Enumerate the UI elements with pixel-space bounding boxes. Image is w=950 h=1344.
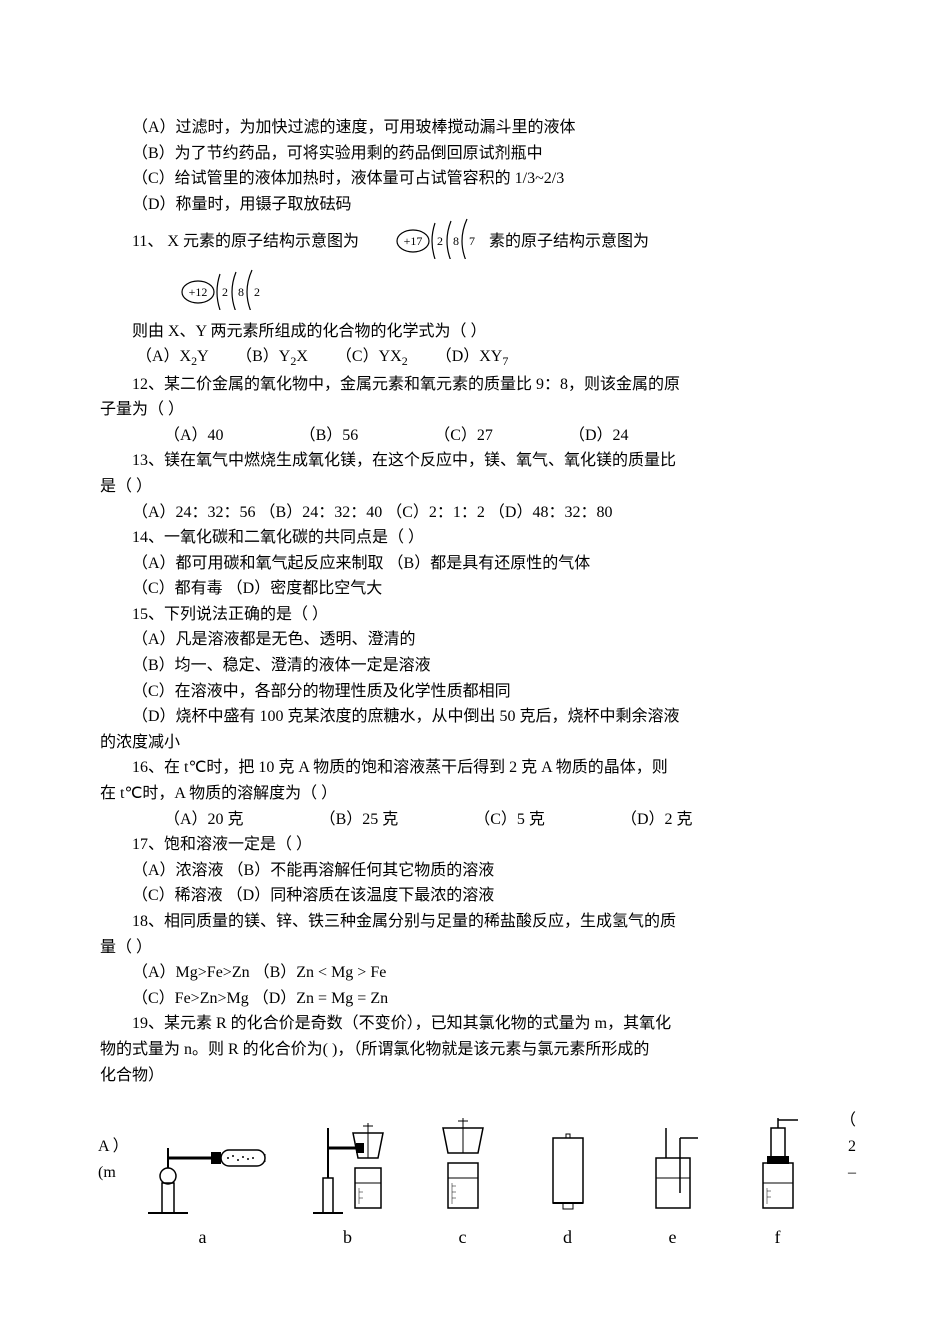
label-a: a <box>199 1223 207 1252</box>
question-11-options: （A）X2Y （B）Y2X （C）YX2 （D）XY7 <box>100 344 850 371</box>
trail-m: (m <box>98 1160 116 1186</box>
q11-opt-c: （C）YX2 <box>336 348 408 365</box>
apparatus-a: a <box>138 1128 268 1252</box>
label-f: f <box>775 1223 781 1252</box>
q18-opts-cd: （C）Fe>Zn>Mg （D）Zn = Mg = Zn <box>100 986 850 1012</box>
question-16-l1: 16、在 t℃时，把 10 克 A 物质的饱和溶液蒸干后得到 2 克 A 物质的… <box>100 755 850 781</box>
q16-opt-b: （B）25 克 <box>288 807 399 833</box>
q12-opt-c: （C）27 <box>402 423 493 449</box>
apparatus-d: d <box>533 1108 603 1252</box>
question-19-l1: 19、某元素 R 的化合价是奇数（不变价），已知其氯化物的式量为 m，其氧化 <box>100 1011 850 1037</box>
q11-text-part2: 素的原子结构示意图为 <box>489 233 649 250</box>
atom-diagram-x: +17 2 8 7 <box>363 217 485 268</box>
q15-opt-d-l2: 的浓度减小 <box>100 730 850 756</box>
question-18-l1: 18、相同质量的镁、锌、铁三种金属分别与足量的稀盐酸反应，生成氢气的质 <box>100 909 850 935</box>
apparatus-f: f <box>743 1108 813 1252</box>
document-page: （A）过滤时，为加快过滤的速度，可用玻棒搅动漏斗里的液体 （B）为了节约药品，可… <box>0 0 950 1312</box>
q14-opts-cd: （C）都有毒 （D）密度都比空气大 <box>100 576 850 602</box>
question-13-options: （A）24：32：56 （B）24：32：40 （C）2：1：2 （D）48：3… <box>100 500 850 526</box>
question-13-line1: 13、镁在氧气中燃烧生成氧化镁，在这个反应中，镁、氧气、氧化镁的质量比 <box>100 448 850 474</box>
q14-opts-ab: （A）都可用碳和氧气起反应来制取 （B）都是具有还原性的气体 <box>100 551 850 577</box>
label-d: d <box>563 1223 572 1252</box>
trail-open-paren: （ <box>840 1108 856 1134</box>
q16-opt-d: （D）2 克 <box>589 807 693 833</box>
q15-opt-d-l1: （D）烧杯中盛有 100 克某浓度的庶糖水，从中倒出 50 克后，烧杯中剩余溶液 <box>100 704 850 730</box>
q11-opt-a: （A）X2Y <box>136 348 208 365</box>
question-19-l2: 物的式量为 n。则 R 的化合价为( )，（所谓氯化物就是该元素与氯元素所形成的 <box>100 1037 850 1063</box>
option-b: （B）为了节约药品，可将实验用剩的药品倒回原试剂瓶中 <box>100 141 850 167</box>
q15-opt-c: （C）在溶液中，各部分的物理性质及化学性质都相同 <box>100 679 850 705</box>
q17-opts-cd: （C）稀溶液 （D）同种溶质在该温度下最浓的溶液 <box>100 883 850 909</box>
question-14: 14、一氧化碳和二氧化碳的共同点是（ ） <box>100 525 850 551</box>
apparatus-e: e <box>638 1108 708 1252</box>
q15-opt-b: （B）均一、稳定、澄清的液体一定是溶液 <box>100 653 850 679</box>
svg-text:2: 2 <box>222 285 228 299</box>
svg-text:+12: +12 <box>189 285 208 299</box>
question-19-l3: 化合物） <box>100 1063 850 1089</box>
label-c: c <box>459 1223 467 1252</box>
q11-text-part1: 11、 X 元素的原子结构示意图为 <box>132 233 359 250</box>
q17-opts-ab: （A）浓溶液 （B）不能再溶解任何其它物质的溶液 <box>100 858 850 884</box>
question-12-line2: 子量为（ ） <box>100 397 850 423</box>
question-11-line1: 11、 X 元素的原子结构示意图为 +17 2 8 7 素的原子结构示意图为 <box>100 217 850 268</box>
q12-opt-a: （A）40 <box>132 423 224 449</box>
atom-diagram-y: +12 2 8 2 <box>148 268 270 319</box>
apparatus-diagram-row: （ A ） 2 (m – a <box>100 1108 850 1252</box>
question-13-line2: 是（ ） <box>100 474 850 500</box>
question-12-line1: 12、某二价金属的氧化物中，金属元素和氧元素的质量比 9：8，则该金属的原 <box>100 372 850 398</box>
svg-text:2: 2 <box>254 285 260 299</box>
atom-diagram-y-row: +12 2 8 2 <box>116 268 850 319</box>
trail-a: A ） <box>98 1134 129 1160</box>
svg-text:8: 8 <box>238 285 244 299</box>
q16-opt-c: （C）5 克 <box>442 807 545 833</box>
apparatus-c: c <box>428 1108 498 1252</box>
option-d: （D）称量时，用镊子取放砝码 <box>100 192 850 218</box>
q11-opt-d: （D）XY7 <box>436 348 509 365</box>
svg-text:7: 7 <box>469 234 475 248</box>
q15-opt-a: （A）凡是溶液都是无色、透明、澄清的 <box>100 627 850 653</box>
question-18-l2: 量（ ） <box>100 935 850 961</box>
svg-text:8: 8 <box>453 234 459 248</box>
question-17: 17、饱和溶液一定是（ ） <box>100 832 850 858</box>
svg-text:2: 2 <box>437 234 443 248</box>
q16-opt-a: （A）20 克 <box>132 807 244 833</box>
question-16-options: （A）20 克 （B）25 克 （C）5 克 （D）2 克 <box>100 807 850 833</box>
question-12-options: （A）40 （B）56 （C）27 （D）24 <box>100 423 850 449</box>
label-e: e <box>669 1223 677 1252</box>
trail-dash: – <box>848 1160 856 1186</box>
option-c: （C）给试管里的液体加热时，液体量可占试管容积的 1/3~2/3 <box>100 166 850 192</box>
question-11-line2: 则由 X、Y 两元素所组成的化合物的化学式为（ ） <box>100 319 850 345</box>
question-15: 15、下列说法正确的是（ ） <box>100 602 850 628</box>
q12-opt-d: （D）24 <box>537 423 629 449</box>
trail-2: 2 <box>848 1134 856 1160</box>
apparatus-b: b <box>303 1108 393 1252</box>
option-a: （A）过滤时，为加快过滤的速度，可用玻棒搅动漏斗里的液体 <box>100 115 850 141</box>
q18-opts-ab: （A）Mg>Fe>Zn （B）Zn < Mg > Fe <box>100 960 850 986</box>
q12-opt-b: （B）56 <box>268 423 359 449</box>
question-16-l2: 在 t℃时，A 物质的溶解度为（ ） <box>100 781 850 807</box>
q11-opt-b: （B）Y2X <box>236 348 308 365</box>
nucleus-text: +17 <box>404 234 423 248</box>
label-b: b <box>343 1223 352 1252</box>
